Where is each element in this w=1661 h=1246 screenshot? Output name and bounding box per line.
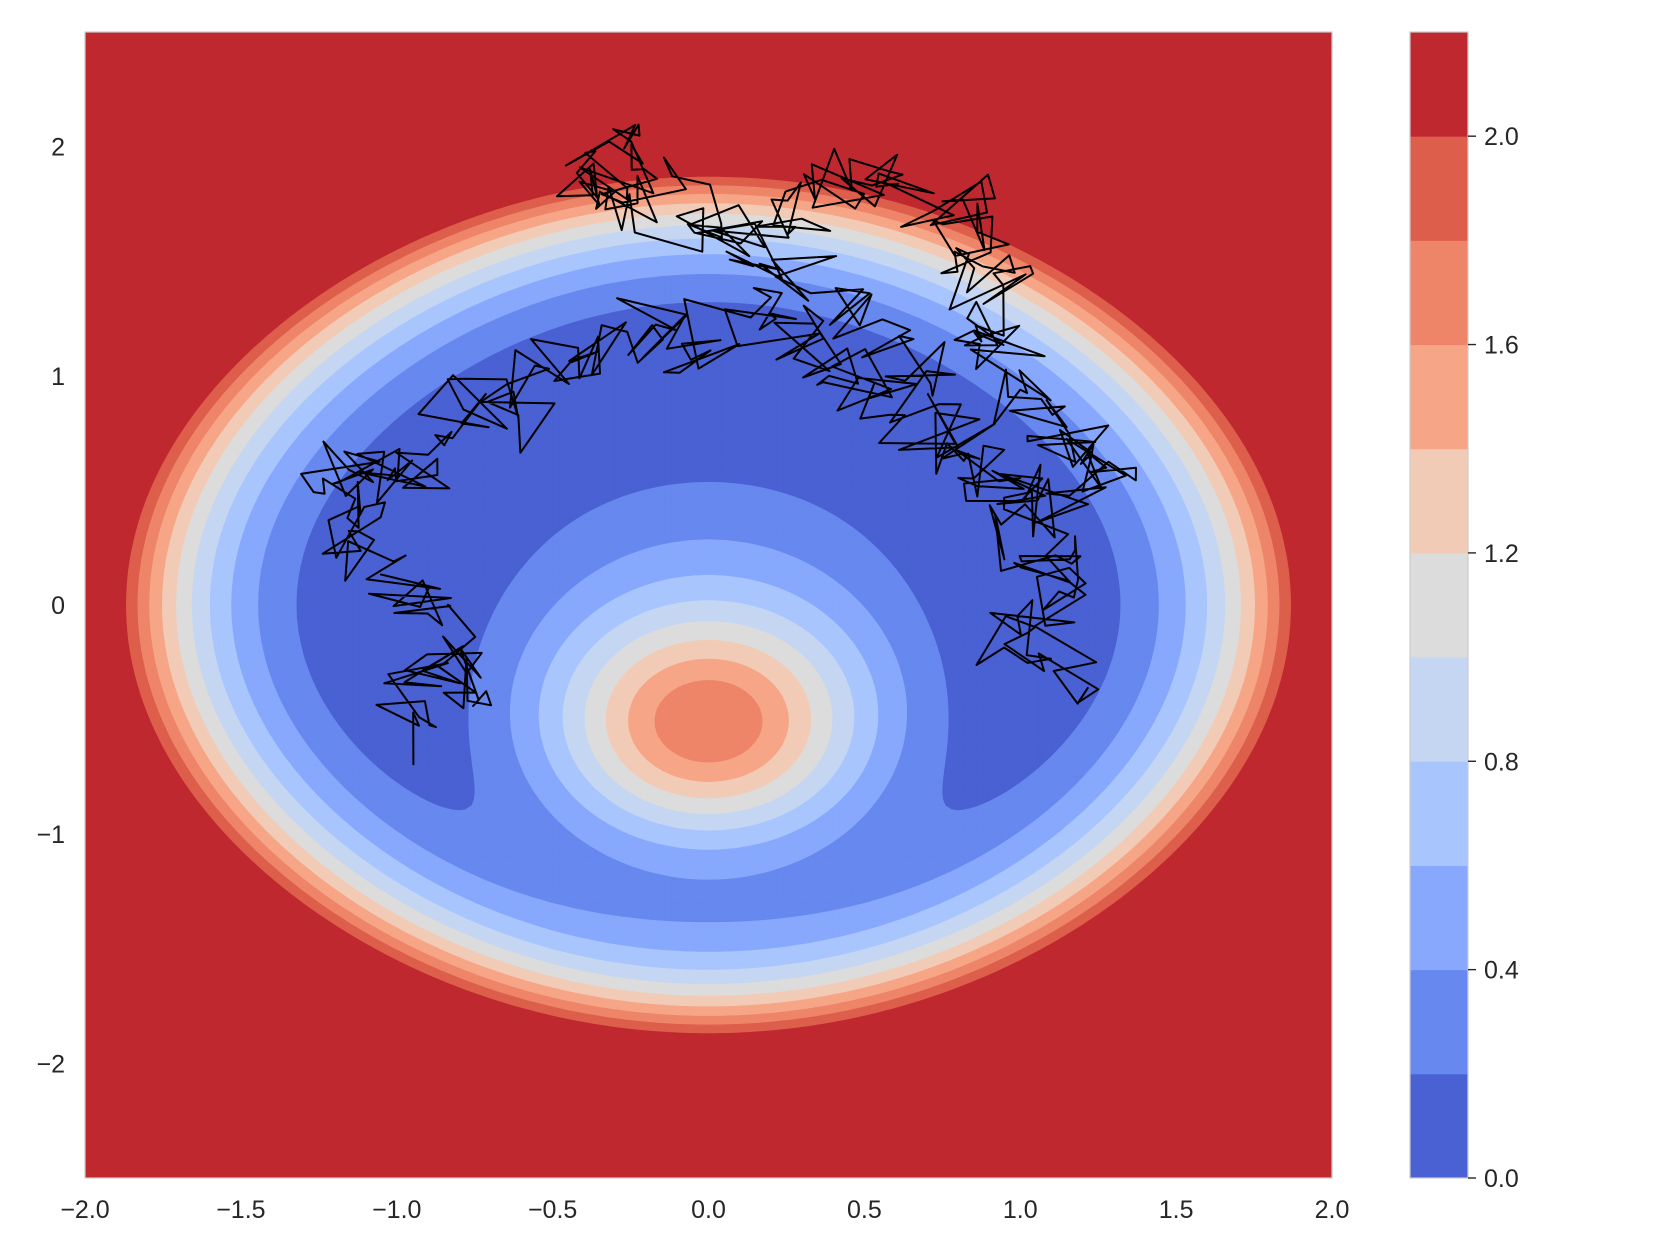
colorbar-band (1410, 552, 1468, 658)
y-tick-label: 0 (51, 592, 65, 620)
y-axis: −2 −1 0 1 2 (36, 134, 65, 1079)
colorbar-band (1410, 761, 1468, 866)
contour-band-9 (125, 176, 1292, 1034)
x-tick-label: −2.0 (60, 1196, 109, 1224)
y-tick-label: −1 (36, 821, 65, 849)
trajectory-layer (300, 123, 1137, 766)
trajectory-line (300, 123, 1137, 766)
colorbar-band (1410, 969, 1468, 1075)
x-tick-label: 0.0 (691, 1196, 726, 1224)
y-tick-label: 2 (51, 134, 65, 162)
contour-fill (85, 32, 1332, 1178)
y-tick-label: −2 (36, 1050, 65, 1078)
colorbar: 0.0 0.4 0.8 1.2 1.6 2.0 (1409, 31, 1519, 1193)
x-tick-label: 1.5 (1159, 1196, 1194, 1224)
colorbar-tick-label: 1.6 (1484, 332, 1519, 360)
x-tick-label: 2.0 (1315, 1196, 1350, 1224)
plot-frame (84, 31, 1333, 1179)
x-axis: −2.0 −1.5 −1.0 −0.5 0.0 0.5 1.0 1.5 2.0 (60, 1196, 1349, 1224)
colorbar-band (1410, 240, 1468, 346)
x-tick-label: −1.5 (216, 1196, 265, 1224)
colorbar-frame (1409, 31, 1469, 1179)
colorbar-band (1410, 865, 1468, 971)
colorbar-tick-label: 2.0 (1484, 123, 1519, 151)
colorbar-tick-label: 0.4 (1484, 957, 1519, 985)
x-tick-label: 0.5 (847, 1196, 882, 1224)
colorbar-tick-label: 1.2 (1484, 540, 1519, 568)
colorbar-band (1410, 657, 1468, 762)
colorbar-band (1410, 1073, 1468, 1179)
colorbar-band (1410, 136, 1468, 241)
x-tick-label: 1.0 (1003, 1196, 1038, 1224)
colorbar-tick-label: 0.8 (1484, 748, 1519, 776)
y-tick-label: 1 (51, 363, 65, 391)
colorbar-tick-label: 0.0 (1484, 1165, 1519, 1193)
x-tick-label: −0.5 (528, 1196, 577, 1224)
x-tick-label: −1.0 (372, 1196, 421, 1224)
colorbar-band (1410, 32, 1468, 137)
colorbar-band (1410, 344, 1468, 450)
colorbar-band (1410, 448, 1468, 554)
